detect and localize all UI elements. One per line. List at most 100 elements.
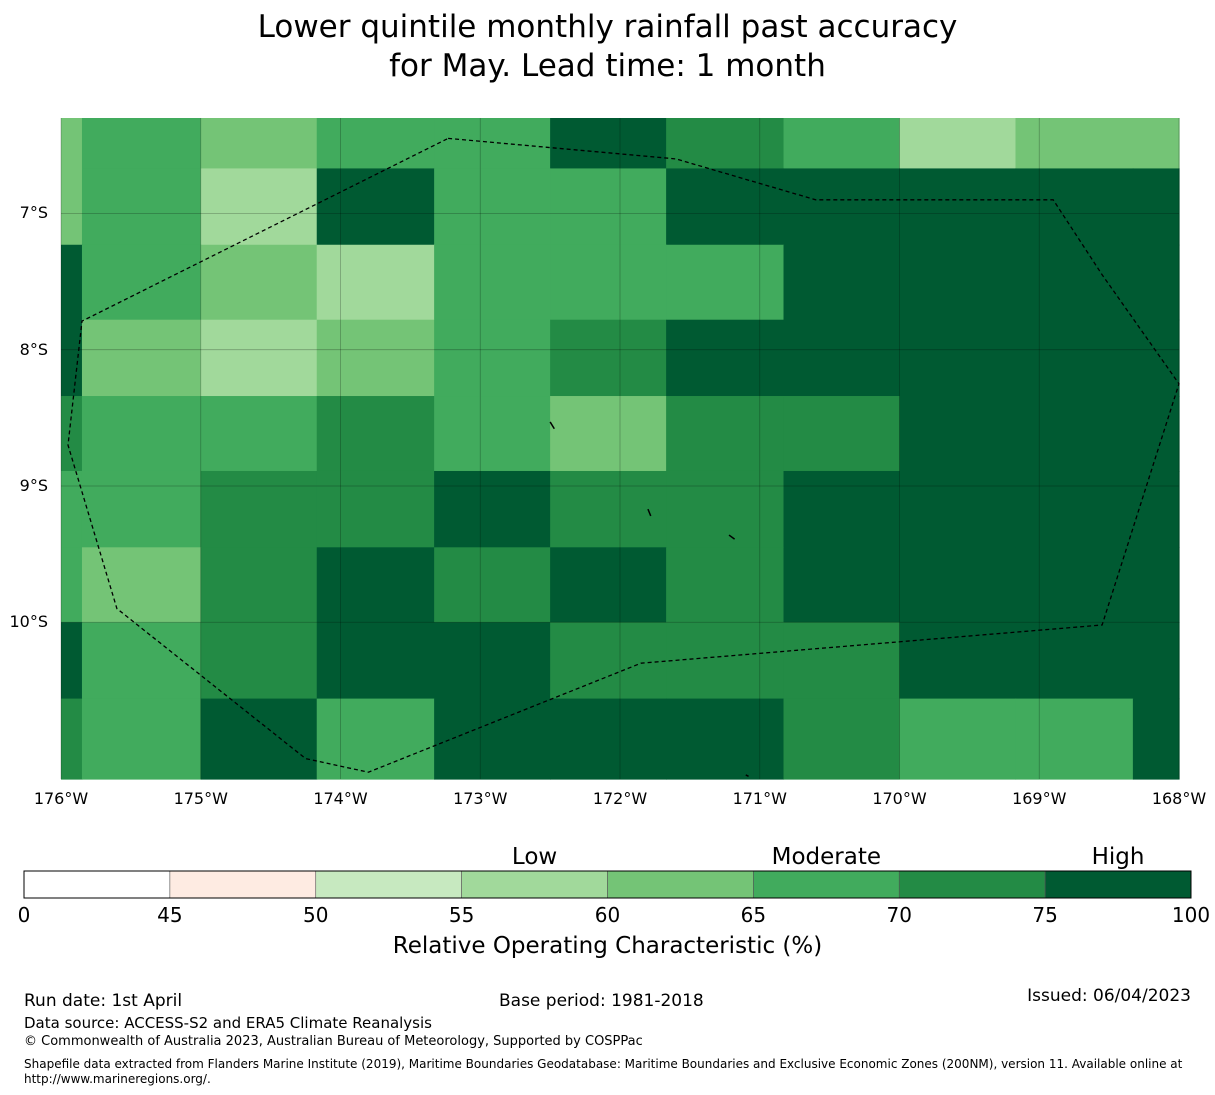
map-cell [899,396,1017,472]
map-cell [200,622,318,700]
map-cell [783,244,901,321]
map-cell [899,547,1017,623]
map-cell [1132,470,1180,548]
map-cell [550,319,667,397]
map-cell [81,118,202,170]
y-tick-label: 8°S [19,339,48,359]
shapefile-credit: Shapefile data extracted from Flanders M… [24,1057,1183,1071]
colorbar-category-moderate: Moderate [771,844,881,870]
map-cell [550,547,667,623]
x-tick-label: 171°W [732,789,787,808]
colorbar-segment [169,870,317,899]
map-cell [550,698,667,780]
map-cell [81,698,202,780]
colorbar-tick-label: 45 [157,903,183,927]
map-cell [200,319,318,397]
map-cell [434,396,551,472]
colorbar-segment [607,870,754,899]
x-tick-label: 176°W [33,789,89,808]
map-cell [666,698,785,780]
map-cell [316,244,435,321]
y-tick-label: 9°S [19,475,48,495]
map-cell [1132,168,1180,246]
map-cell [81,319,202,397]
map-cell [1132,622,1180,700]
map-cell [783,698,901,780]
eez-boundary-layer [67,137,1180,773]
title-line-2: for May. Lead time: 1 month [389,48,826,84]
map-cell [1132,118,1180,170]
map-cell [783,118,901,170]
map-cell [434,118,551,170]
map-cell [899,698,1017,780]
island-outline [745,774,749,777]
map-cell [899,622,1017,700]
colorbar-frame [23,870,1192,899]
colorbar-tick-label: 60 [594,903,621,927]
map-grid-cells [61,118,1180,780]
y-tick-label: 7°S [19,203,48,223]
map-cell [316,698,435,780]
map-cell [81,244,202,321]
x-tick-label: 172°W [592,789,648,808]
map-cell [81,547,202,623]
map-cell [200,396,318,472]
map-cell [316,622,435,700]
map-cell [81,470,202,548]
map-cell [666,244,785,321]
map-cell [899,118,1017,170]
colorbar-tick-label: 100 [1171,903,1211,927]
map-cell [783,470,901,548]
title-line-1: Lower quintile monthly rainfall past acc… [257,9,958,45]
map-cell [434,698,551,780]
map-cell [316,396,435,472]
map-cell [200,470,318,548]
colorbar-segment [753,870,900,899]
map-cell [1015,396,1134,472]
copyright: © Commonwealth of Australia 2023, Austra… [24,1034,643,1049]
map-cell [61,698,83,780]
map-cell [200,118,318,170]
map-cell [783,396,901,472]
map-cell [434,470,551,548]
map-gridlines [60,118,1180,779]
data-source: Data source: ACCESS-S2 and ERA5 Climate … [24,1014,432,1032]
map-cell [666,547,785,623]
map-cell [200,547,318,623]
map-cell [434,244,551,321]
map-cell [666,396,785,472]
island-outline [647,508,652,517]
map-cell [61,118,83,170]
colorbar-tick-label: 65 [740,903,767,927]
map-cell [81,396,202,472]
map-cell [61,168,83,246]
map-cell [434,168,551,246]
map-cell [1015,118,1134,170]
map-cell [316,470,435,548]
island-outline [549,421,555,430]
map-cell [316,547,435,623]
map-cell [1015,168,1134,246]
map-cell [434,622,551,700]
map-cell [1132,396,1180,472]
colorbar-segment [315,870,462,899]
map-cell [81,168,202,246]
map-cell [899,244,1017,321]
map-cell [666,168,785,246]
map-cell [783,547,901,623]
map-cell [61,244,83,321]
map-cell [1015,698,1134,780]
map-cell [666,118,785,170]
eez-boundary-line [67,137,1180,773]
map-cell [200,168,318,246]
map-cell [550,396,667,472]
colorbar-category-high: High [1091,844,1145,870]
issued-date: Issued: 06/04/2023 [1027,986,1191,1006]
map-cell [434,547,551,623]
map-cell [783,622,901,700]
map-cell [1015,622,1134,700]
x-tick-label: 175°W [173,789,228,808]
colorbar-bar [23,870,1192,899]
map-cell [1132,547,1180,623]
island-outline [728,534,736,540]
